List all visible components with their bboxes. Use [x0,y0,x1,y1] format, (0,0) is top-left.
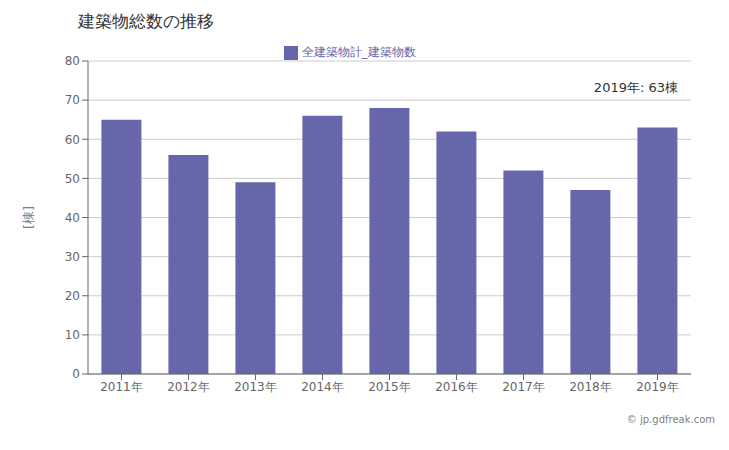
svg-text:2013年: 2013年 [234,380,277,394]
svg-text:2016年: 2016年 [435,380,478,394]
html-text:© jp.gdfreak.com: © jp.gdfreak.com [626,414,715,425]
html-text:建築物総数の推移: 建築物総数の推移 [78,11,214,31]
html-text:全建築物計_建築物数: 全建築物計_建築物数 [301,45,416,59]
html-text:2019年: 63棟: 2019年: 63棟 [593,80,678,95]
svg-text:60: 60 [65,133,80,147]
svg-text:10: 10 [65,328,80,342]
svg-text:80: 80 [65,54,80,68]
svg-text:0: 0 [72,367,80,381]
svg-text:2015年: 2015年 [368,380,411,394]
svg-text:70: 70 [65,93,80,107]
svg-text:2011年: 2011年 [100,380,143,394]
svg-text:20: 20 [65,289,80,303]
svg-text:2019年: 2019年 [636,380,679,394]
svg-text:[棟]: [棟] [21,206,36,229]
svg-text:50: 50 [65,172,80,186]
svg-text:2012年: 2012年 [167,380,210,394]
svg-text:40: 40 [65,211,80,225]
svg-text:2014年: 2014年 [301,380,344,394]
svg-text:30: 30 [65,250,80,264]
svg-text:2017年: 2017年 [502,380,545,394]
svg-text:2018年: 2018年 [569,380,612,394]
